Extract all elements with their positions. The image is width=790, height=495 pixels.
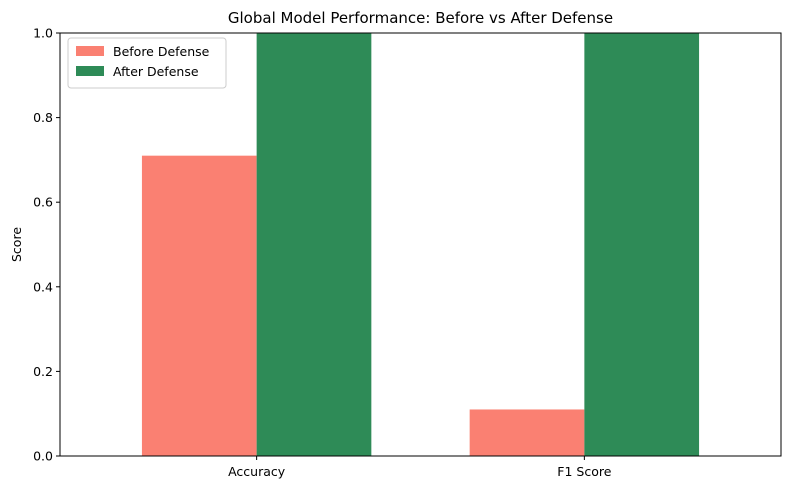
bar-after-defense-accuracy xyxy=(256,33,372,456)
legend-swatch xyxy=(76,46,104,56)
y-tick-label: 0.0 xyxy=(33,449,53,464)
x-tick-label: F1 Score xyxy=(557,464,611,479)
axes-layer xyxy=(59,32,782,457)
legend: Before Defense After Defense xyxy=(67,37,227,89)
legend-box xyxy=(67,37,227,89)
legend-label: After Defense xyxy=(113,64,199,79)
y-ticks: 0.0 0.2 0.4 0.6 0.8 1.0 xyxy=(33,26,60,464)
chart-title: Global Model Performance: Before vs Afte… xyxy=(228,9,613,27)
y-tick-label: 0.6 xyxy=(33,195,53,210)
y-axis-title: Score xyxy=(9,227,24,262)
bar-after-defense-f1-score xyxy=(584,33,700,456)
y-tick-label: 0.2 xyxy=(33,364,53,379)
legend-swatch xyxy=(76,66,104,76)
x-tick-label: Accuracy xyxy=(228,464,286,479)
bars-layer xyxy=(141,33,700,457)
plot-frame xyxy=(59,32,782,457)
x-ticks: Accuracy F1 Score xyxy=(228,456,612,479)
bar-before-defense-accuracy xyxy=(141,155,257,457)
y-tick-label: 0.4 xyxy=(33,279,53,294)
bar-before-defense-f1-score xyxy=(469,409,585,456)
legend-label: Before Defense xyxy=(113,44,210,59)
y-tick-label: 0.8 xyxy=(33,110,53,125)
legend-entries: Before Defense After Defense xyxy=(76,44,210,79)
y-tick-label: 1.0 xyxy=(33,26,53,41)
